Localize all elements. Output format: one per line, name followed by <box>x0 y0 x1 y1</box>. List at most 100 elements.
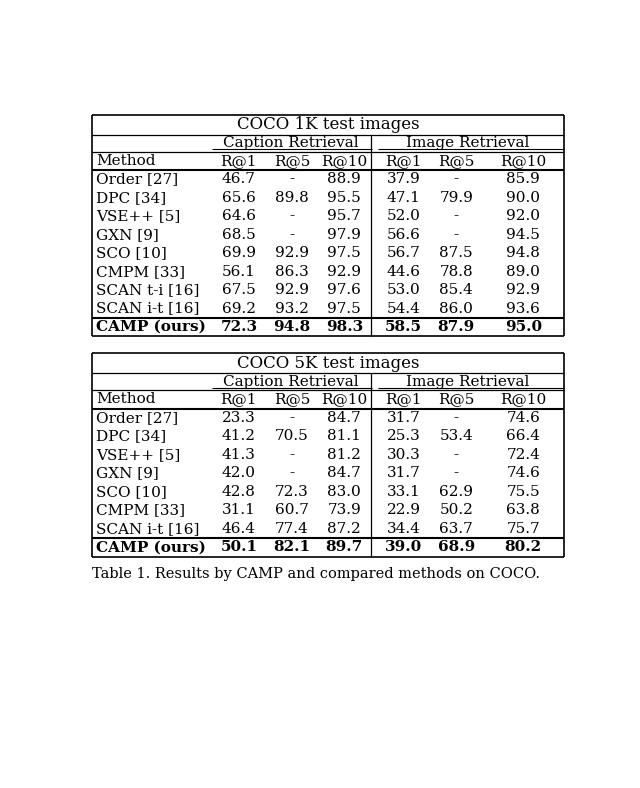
Text: Caption Retrieval: Caption Retrieval <box>223 136 359 150</box>
Text: 23.3: 23.3 <box>222 411 256 425</box>
Text: 53.0: 53.0 <box>387 283 420 297</box>
Text: COCO 1K test images: COCO 1K test images <box>237 116 419 133</box>
Text: 66.4: 66.4 <box>506 429 540 444</box>
Text: 47.1: 47.1 <box>387 191 420 205</box>
Text: DPC [34]: DPC [34] <box>96 429 166 444</box>
Text: -: - <box>454 210 459 223</box>
Text: 97.6: 97.6 <box>327 283 361 297</box>
Text: 92.0: 92.0 <box>506 210 540 223</box>
Text: 94.8: 94.8 <box>506 246 540 260</box>
Text: -: - <box>289 411 294 425</box>
Text: 88.9: 88.9 <box>328 173 361 186</box>
Text: R@1: R@1 <box>385 392 422 407</box>
Text: R@1: R@1 <box>385 154 422 168</box>
Text: R@10: R@10 <box>321 154 367 168</box>
Text: -: - <box>454 466 459 481</box>
Text: 69.9: 69.9 <box>222 246 256 260</box>
Text: 68.5: 68.5 <box>222 228 256 242</box>
Text: 74.6: 74.6 <box>506 411 540 425</box>
Text: 94.5: 94.5 <box>506 228 540 242</box>
Text: -: - <box>454 448 459 462</box>
Text: Method: Method <box>96 154 156 168</box>
Text: 65.6: 65.6 <box>222 191 256 205</box>
Text: 87.2: 87.2 <box>328 522 361 536</box>
Text: 79.9: 79.9 <box>439 191 473 205</box>
Text: 34.4: 34.4 <box>387 522 420 536</box>
Text: 80.2: 80.2 <box>505 541 542 554</box>
Text: 42.8: 42.8 <box>222 485 256 499</box>
Text: 22.9: 22.9 <box>387 504 420 518</box>
Text: 92.9: 92.9 <box>275 246 309 260</box>
Text: 98.3: 98.3 <box>326 320 363 334</box>
Text: 89.0: 89.0 <box>506 265 540 279</box>
Text: 92.9: 92.9 <box>275 283 309 297</box>
Text: 89.7: 89.7 <box>326 541 363 554</box>
Text: SCAN i-t [16]: SCAN i-t [16] <box>96 522 200 536</box>
Text: 75.5: 75.5 <box>506 485 540 499</box>
Text: 54.4: 54.4 <box>387 302 420 316</box>
Text: 33.1: 33.1 <box>387 485 420 499</box>
Text: 68.9: 68.9 <box>438 541 475 554</box>
Text: SCO [10]: SCO [10] <box>96 246 167 260</box>
Text: 37.9: 37.9 <box>387 173 420 186</box>
Text: 89.8: 89.8 <box>275 191 309 205</box>
Text: 74.6: 74.6 <box>506 466 540 481</box>
Text: 90.0: 90.0 <box>506 191 540 205</box>
Text: 92.9: 92.9 <box>327 265 361 279</box>
Text: CMPM [33]: CMPM [33] <box>96 504 185 518</box>
Text: 50.1: 50.1 <box>220 541 257 554</box>
Text: 84.7: 84.7 <box>328 411 361 425</box>
Text: -: - <box>289 173 294 186</box>
Text: 30.3: 30.3 <box>387 448 420 462</box>
Text: 82.1: 82.1 <box>273 541 310 554</box>
Text: CMPM [33]: CMPM [33] <box>96 265 185 279</box>
Text: 93.6: 93.6 <box>506 302 540 316</box>
Text: 41.3: 41.3 <box>222 448 256 462</box>
Text: 67.5: 67.5 <box>222 283 256 297</box>
Text: 46.4: 46.4 <box>222 522 256 536</box>
Text: -: - <box>454 411 459 425</box>
Text: 42.0: 42.0 <box>222 466 256 481</box>
Text: SCAN i-t [16]: SCAN i-t [16] <box>96 302 200 316</box>
Text: R@10: R@10 <box>321 392 367 407</box>
Text: Image Retrieval: Image Retrieval <box>406 375 529 388</box>
Text: 52.0: 52.0 <box>387 210 420 223</box>
Text: CAMP (ours): CAMP (ours) <box>96 320 206 334</box>
Text: 95.5: 95.5 <box>328 191 361 205</box>
Text: 75.7: 75.7 <box>506 522 540 536</box>
Text: R@5: R@5 <box>438 392 474 407</box>
Text: Method: Method <box>96 392 156 407</box>
Text: SCO [10]: SCO [10] <box>96 485 167 499</box>
Text: 97.9: 97.9 <box>327 228 361 242</box>
Text: 95.7: 95.7 <box>328 210 361 223</box>
Text: 64.6: 64.6 <box>222 210 256 223</box>
Text: 69.2: 69.2 <box>222 302 256 316</box>
Text: DPC [34]: DPC [34] <box>96 191 166 205</box>
Text: R@10: R@10 <box>500 154 547 168</box>
Text: 72.3: 72.3 <box>220 320 257 334</box>
Text: 39.0: 39.0 <box>385 541 422 554</box>
Text: -: - <box>289 210 294 223</box>
Text: R@1: R@1 <box>221 154 257 168</box>
Text: 56.1: 56.1 <box>222 265 256 279</box>
Text: Image Retrieval: Image Retrieval <box>406 136 529 150</box>
Text: 50.2: 50.2 <box>439 504 473 518</box>
Text: 41.2: 41.2 <box>222 429 256 444</box>
Text: R@5: R@5 <box>438 154 474 168</box>
Text: 94.8: 94.8 <box>273 320 310 334</box>
Text: 81.2: 81.2 <box>327 448 361 462</box>
Text: 78.8: 78.8 <box>440 265 473 279</box>
Text: 81.1: 81.1 <box>327 429 361 444</box>
Text: SCAN t-i [16]: SCAN t-i [16] <box>96 283 200 297</box>
Text: Order [27]: Order [27] <box>96 411 179 425</box>
Text: 53.4: 53.4 <box>440 429 473 444</box>
Text: R@5: R@5 <box>274 392 310 407</box>
Text: 62.9: 62.9 <box>439 485 473 499</box>
Text: -: - <box>454 173 459 186</box>
Text: Order [27]: Order [27] <box>96 173 179 186</box>
Text: 58.5: 58.5 <box>385 320 422 334</box>
Text: 92.9: 92.9 <box>506 283 540 297</box>
Text: GXN [9]: GXN [9] <box>96 228 159 242</box>
Text: 85.4: 85.4 <box>440 283 473 297</box>
Text: 70.5: 70.5 <box>275 429 309 444</box>
